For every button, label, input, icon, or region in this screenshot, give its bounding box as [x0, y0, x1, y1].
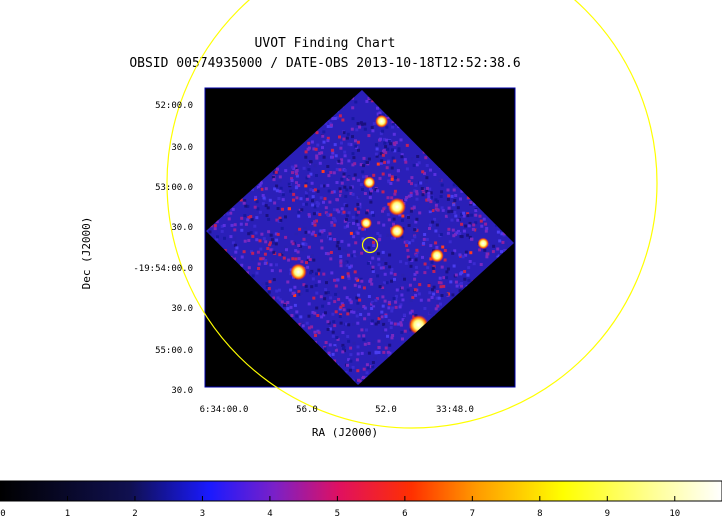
source-6 [290, 263, 307, 281]
colorbar-tick-label: 3 [200, 509, 205, 519]
colorbar-tick-label: 7 [470, 509, 475, 519]
y-tick-label: 55:00.0 [155, 346, 193, 356]
source-8 [363, 176, 376, 189]
colorbar-tick-label: 6 [402, 509, 407, 519]
colorbar-tick-label: 5 [335, 509, 340, 519]
colorbar-tick-label: 4 [267, 509, 272, 519]
x-tick-label: 6:34:00.0 [200, 405, 249, 415]
y-tick-label: 30.0 [171, 143, 193, 153]
y-tick-label: 52:00.0 [155, 101, 193, 111]
colorbar-tick-label: 1 [65, 509, 70, 519]
x-tick-label: 33:48.0 [436, 405, 474, 415]
source-2 [430, 248, 444, 263]
y-axis-ticks: 52:00.0 30.0 53:00.0 30.0 -19:54:00.0 30.0 55:… [133, 101, 193, 396]
y-tick-label: -19:54:00.0 [133, 264, 193, 274]
colorbar-tick-label: 9 [605, 509, 610, 519]
colorbar-tick-label: 2 [132, 509, 137, 519]
y-tick-label: 53:00.0 [155, 183, 193, 193]
y-tick-label: 30.0 [171, 223, 193, 233]
colorbar-tick-label: 8 [537, 509, 542, 519]
y-axis-label: Dec (J2000) [80, 217, 93, 290]
y-tick-label: 30.0 [171, 304, 193, 314]
colorbar-tick-label: 10 [669, 509, 680, 519]
field-of-view-circle [166, 0, 658, 429]
source-7 [375, 114, 389, 128]
colorbar-tick-label: 0 [0, 509, 5, 519]
exposure-diamond [206, 90, 514, 385]
chart-subtitle: OBSID 00574935000 / DATE-OBS 2013-10-18T… [129, 56, 520, 71]
x-axis-label: RA (J2000) [312, 426, 378, 439]
x-axis-ticks: 6:34:00.0 56.0 52.0 33:48.0 [200, 405, 474, 415]
y-tick-label: 30.0 [171, 386, 193, 396]
source-9 [477, 237, 490, 250]
source-11 [360, 217, 373, 229]
source-1 [389, 223, 405, 239]
colorbar-ticks: 0 1 2 3 4 5 6 7 8 9 10 [0, 496, 680, 519]
chart-title: UVOT Finding Chart [255, 36, 396, 51]
x-tick-label: 52.0 [375, 405, 397, 415]
colorbar [0, 480, 722, 502]
source-0 [387, 197, 407, 216]
x-tick-label: 56.0 [296, 405, 318, 415]
target-circle [361, 236, 379, 254]
